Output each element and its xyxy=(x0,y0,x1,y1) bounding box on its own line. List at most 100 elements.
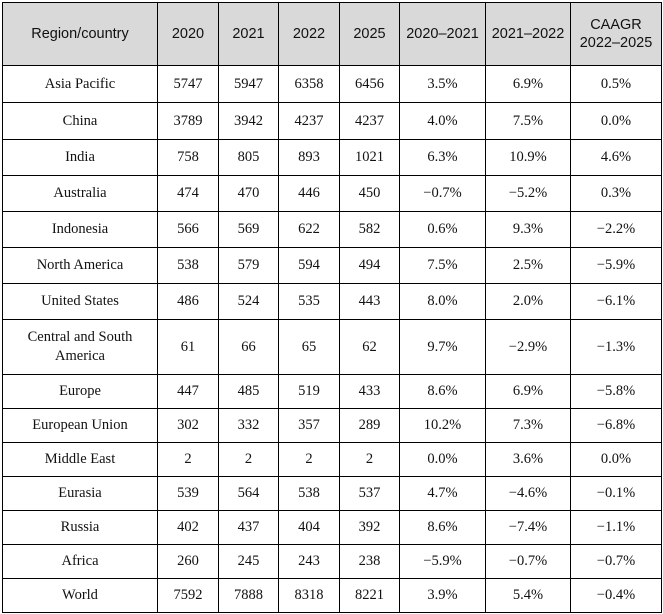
table-row: Eurasia 539 564 538 537 4.7% −4.6% −0.1% xyxy=(2,476,662,511)
cell-2025: 494 xyxy=(339,247,400,284)
cell-2022: 4237 xyxy=(278,102,340,140)
cell-change-2020-2021: 0.6% xyxy=(399,211,486,248)
column-header-2022: 2022 xyxy=(278,2,340,66)
cell-2022: 65 xyxy=(278,319,340,375)
cell-region: Russia xyxy=(2,510,158,545)
cell-region: European Union xyxy=(2,408,158,443)
cell-caagr-2022-2025: −0.7% xyxy=(570,544,662,579)
cell-2021: 805 xyxy=(218,139,279,176)
cell-2020: 486 xyxy=(157,283,219,320)
cell-2021: 245 xyxy=(218,544,279,579)
table-body: Asia Pacific 5747 5947 6358 6456 3.5% 6.9% 0.5%… xyxy=(2,65,662,613)
cell-2025: 443 xyxy=(339,283,400,320)
cell-2020: 61 xyxy=(157,319,219,375)
table-row: Indonesia 566 569 622 582 0.6% 9.3% −2.2% xyxy=(2,211,662,248)
cell-2021: 66 xyxy=(218,319,279,375)
cell-region: World xyxy=(2,578,158,613)
cell-2020: 5747 xyxy=(157,65,219,103)
column-header-2021-2022: 2021–2022 xyxy=(485,2,571,66)
cell-2021: 569 xyxy=(218,211,279,248)
cell-change-2021-2022: 2.0% xyxy=(485,283,571,320)
cell-change-2021-2022: −5.2% xyxy=(485,175,571,212)
cell-change-2020-2021: 3.9% xyxy=(399,578,486,613)
cell-2020: 3789 xyxy=(157,102,219,140)
cell-2022: 538 xyxy=(278,476,340,511)
cell-2021: 485 xyxy=(218,374,279,409)
cell-2020: 302 xyxy=(157,408,219,443)
cell-region: China xyxy=(2,102,158,140)
table-row: India 758 805 893 1021 6.3% 10.9% 4.6% xyxy=(2,139,662,176)
cell-caagr-2022-2025: −2.2% xyxy=(570,211,662,248)
cell-2025: 238 xyxy=(339,544,400,579)
cell-change-2021-2022: 3.6% xyxy=(485,442,571,477)
table-row: Europe 447 485 519 433 8.6% 6.9% −5.8% xyxy=(2,374,662,409)
cell-2020: 2 xyxy=(157,442,219,477)
cell-2020: 539 xyxy=(157,476,219,511)
cell-2021: 564 xyxy=(218,476,279,511)
cell-2022: 893 xyxy=(278,139,340,176)
cell-2022: 357 xyxy=(278,408,340,443)
cell-change-2021-2022: −2.9% xyxy=(485,319,571,375)
cell-2020: 447 xyxy=(157,374,219,409)
cell-2022: 519 xyxy=(278,374,340,409)
cell-caagr-2022-2025: −6.1% xyxy=(570,283,662,320)
cell-change-2020-2021: −0.7% xyxy=(399,175,486,212)
cell-2020: 260 xyxy=(157,544,219,579)
cell-region: India xyxy=(2,139,158,176)
cell-region: Middle East xyxy=(2,442,158,477)
cell-2021: 524 xyxy=(218,283,279,320)
cell-change-2021-2022: 5.4% xyxy=(485,578,571,613)
cell-2025: 1021 xyxy=(339,139,400,176)
cell-region: United States xyxy=(2,283,158,320)
cell-2020: 7592 xyxy=(157,578,219,613)
table-row: Asia Pacific 5747 5947 6358 6456 3.5% 6.9% 0.5% xyxy=(2,65,662,103)
cell-caagr-2022-2025: 0.0% xyxy=(570,442,662,477)
cell-2025: 582 xyxy=(339,211,400,248)
cell-change-2020-2021: 3.5% xyxy=(399,65,486,103)
cell-caagr-2022-2025: −5.9% xyxy=(570,247,662,284)
cell-2021: 470 xyxy=(218,175,279,212)
cell-region: Eurasia xyxy=(2,476,158,511)
cell-2020: 402 xyxy=(157,510,219,545)
cell-region: Asia Pacific xyxy=(2,65,158,103)
cell-2025: 289 xyxy=(339,408,400,443)
cell-2022: 535 xyxy=(278,283,340,320)
cell-2021: 7888 xyxy=(218,578,279,613)
cell-2021: 2 xyxy=(218,442,279,477)
cell-2022: 243 xyxy=(278,544,340,579)
table-header: Region/country 2020 2021 2022 2025 2020–… xyxy=(2,2,662,66)
table-row: World 7592 7888 8318 8221 3.9% 5.4% −0.4% xyxy=(2,578,662,613)
cell-change-2020-2021: 8.6% xyxy=(399,374,486,409)
column-header-2020-2021: 2020–2021 xyxy=(399,2,486,66)
column-header-caagr-label: CAAGR 2022–2025 xyxy=(579,17,653,51)
cell-2025: 433 xyxy=(339,374,400,409)
cell-2022: 446 xyxy=(278,175,340,212)
cell-2022: 594 xyxy=(278,247,340,284)
cell-2021: 5947 xyxy=(218,65,279,103)
cell-2025: 8221 xyxy=(339,578,400,613)
table-row: North America 538 579 594 494 7.5% 2.5% −5.9% xyxy=(2,247,662,284)
cell-2021: 437 xyxy=(218,510,279,545)
cell-2022: 2 xyxy=(278,442,340,477)
cell-2025: 6456 xyxy=(339,65,400,103)
cell-change-2020-2021: 10.2% xyxy=(399,408,486,443)
table-row: Central and South America 61 66 65 62 9.7% −2.… xyxy=(2,319,662,375)
cell-region: Europe xyxy=(2,374,158,409)
cell-caagr-2022-2025: 0.5% xyxy=(570,65,662,103)
cell-change-2021-2022: 6.9% xyxy=(485,374,571,409)
column-header-2025: 2025 xyxy=(339,2,400,66)
cell-change-2021-2022: 7.5% xyxy=(485,102,571,140)
cell-2020: 474 xyxy=(157,175,219,212)
cell-region: Australia xyxy=(2,175,158,212)
cell-change-2020-2021: 8.0% xyxy=(399,283,486,320)
column-header-caagr: CAAGR 2022–2025 xyxy=(570,2,662,66)
cell-change-2021-2022: 9.3% xyxy=(485,211,571,248)
cell-caagr-2022-2025: 0.0% xyxy=(570,102,662,140)
cell-change-2020-2021: 0.0% xyxy=(399,442,486,477)
cell-change-2020-2021: −5.9% xyxy=(399,544,486,579)
cell-2020: 758 xyxy=(157,139,219,176)
table-row: Australia 474 470 446 450 −0.7% −5.2% 0.3% xyxy=(2,175,662,212)
cell-2022: 404 xyxy=(278,510,340,545)
cell-change-2021-2022: 10.9% xyxy=(485,139,571,176)
cell-region: North America xyxy=(2,247,158,284)
